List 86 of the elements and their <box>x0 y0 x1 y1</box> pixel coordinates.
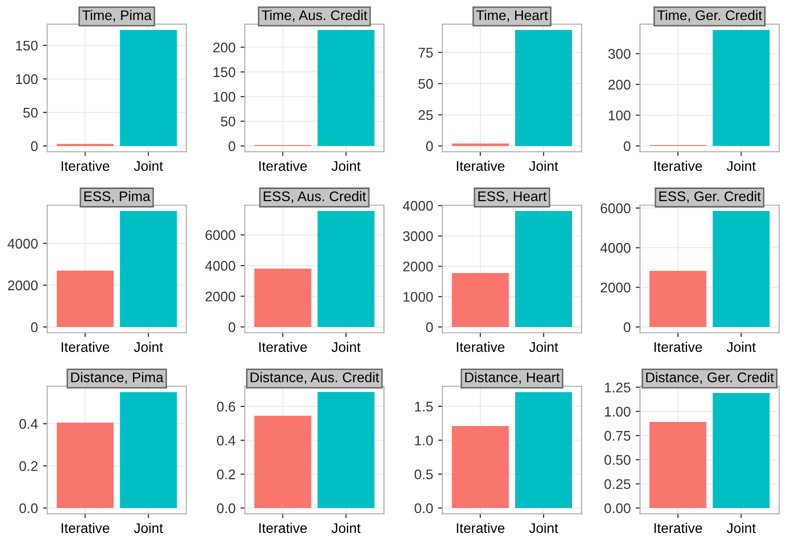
y-tick-label: 6000 <box>600 203 630 214</box>
chart-title: ESS, Ger. Credit <box>659 191 761 203</box>
y-tick-label: 200 <box>213 42 236 52</box>
y-tick-label: 0.4 <box>19 419 38 429</box>
y-tick-label: 0 <box>228 141 236 152</box>
x-tick-label: Joint <box>726 522 756 534</box>
y-tick-label: 0 <box>624 141 630 152</box>
chart-title: ESS, Heart <box>478 191 547 203</box>
chart-title: Time, Pima <box>82 10 152 22</box>
y-tick-label: 1.5 <box>415 402 433 412</box>
y-tick-label: 0.5 <box>414 469 433 480</box>
x-tick-label: Iterative <box>259 342 307 352</box>
y-tick-label: 4000 <box>205 260 236 271</box>
y-tick-label: 150 <box>214 67 236 78</box>
x-tick-label: Iterative <box>62 342 110 352</box>
y-tick-label: 1000 <box>404 292 433 302</box>
y-tick-label: 4000 <box>8 238 38 249</box>
y-tick-label: 2000 <box>8 280 38 290</box>
y-tick-label: 0 <box>31 322 38 332</box>
y-tick-label: 25 <box>418 110 433 120</box>
y-tick-label: 50 <box>23 108 38 118</box>
chart-title: ESS, Pima <box>84 191 150 203</box>
y-tick-label: 4000 <box>600 243 630 253</box>
chart-title: Time, Aus. Credit <box>262 10 368 22</box>
chart-title: Distance, Ger. Credit <box>646 372 774 384</box>
y-tick-label: 2000 <box>206 292 236 302</box>
y-tick-label: 3000 <box>403 231 433 242</box>
y-tick-label: 2000 <box>600 282 630 292</box>
x-tick-label: Iterative <box>62 522 110 534</box>
x-tick-label: Joint <box>726 160 756 171</box>
y-tick-label: 50 <box>220 116 236 126</box>
chart-title: Time, Ger. Credit <box>657 10 762 22</box>
y-tick-label: 75 <box>418 48 433 58</box>
x-tick-label: Joint <box>529 342 558 352</box>
y-tick-label: 0.75 <box>604 430 630 441</box>
chart-title: Distance, Heart <box>465 372 560 384</box>
chart-title: Time, Heart <box>476 10 548 22</box>
y-tick-label: 0 <box>228 322 236 332</box>
y-tick-label: 100 <box>16 74 38 84</box>
y-tick-label: 1.00 <box>604 406 630 417</box>
y-tick-label: 0.0 <box>414 503 433 514</box>
y-tick-label: 0.25 <box>604 479 630 490</box>
y-tick-label: 0 <box>426 141 433 152</box>
x-tick-label: Iterative <box>456 342 504 352</box>
x-tick-label: Joint <box>332 160 361 171</box>
x-tick-label: Iterative <box>456 522 504 534</box>
y-tick-label: 200 <box>608 80 630 90</box>
chart-title: Distance, Aus. Credit <box>250 372 380 384</box>
y-tick-label: 0.0 <box>19 503 38 514</box>
y-tick-label: 0.0 <box>217 503 236 514</box>
x-tick-label: Iterative <box>62 160 110 171</box>
y-tick-label: 0 <box>426 322 433 332</box>
x-tick-label: Iterative <box>259 522 307 534</box>
y-tick-label: 100 <box>214 92 236 102</box>
y-tick-label: 0.2 <box>217 470 236 480</box>
x-tick-label: Iterative <box>259 160 307 171</box>
y-tick-label: 0.2 <box>19 461 38 472</box>
y-tick-label: 4000 <box>402 200 433 211</box>
y-tick-label: 100 <box>608 110 630 120</box>
y-tick-label: 300 <box>608 49 630 59</box>
y-tick-label: 2000 <box>403 262 433 272</box>
y-tick-label: 0.00 <box>604 503 630 514</box>
x-tick-label: Iterative <box>654 160 702 171</box>
x-tick-label: Joint <box>529 522 558 534</box>
y-tick-label: 0.50 <box>604 455 630 465</box>
x-tick-label: Iterative <box>456 160 504 171</box>
y-tick-label: 0 <box>31 141 38 152</box>
y-tick-label: 150 <box>16 40 38 51</box>
x-tick-label: Joint <box>134 160 163 171</box>
x-tick-label: Joint <box>134 522 163 534</box>
y-tick-label: 1.0 <box>415 436 433 446</box>
y-tick-label: 50 <box>418 78 433 89</box>
x-tick-label: Joint <box>134 342 163 352</box>
x-tick-label: Iterative <box>654 522 702 534</box>
y-tick-label: 6000 <box>206 230 236 240</box>
x-tick-label: Joint <box>529 160 558 171</box>
y-tick-label: 0.4 <box>217 436 236 446</box>
y-tick-label: 0 <box>624 322 630 332</box>
x-tick-label: Joint <box>726 342 756 352</box>
chart-title: ESS, Aus. Credit <box>264 191 366 203</box>
x-tick-label: Joint <box>332 342 361 352</box>
chart-title: Distance, Pima <box>71 372 164 384</box>
y-tick-label: 1.25 <box>604 382 630 392</box>
x-tick-label: Joint <box>332 522 361 534</box>
y-tick-label: 0.6 <box>217 402 236 412</box>
x-tick-label: Iterative <box>654 342 702 352</box>
